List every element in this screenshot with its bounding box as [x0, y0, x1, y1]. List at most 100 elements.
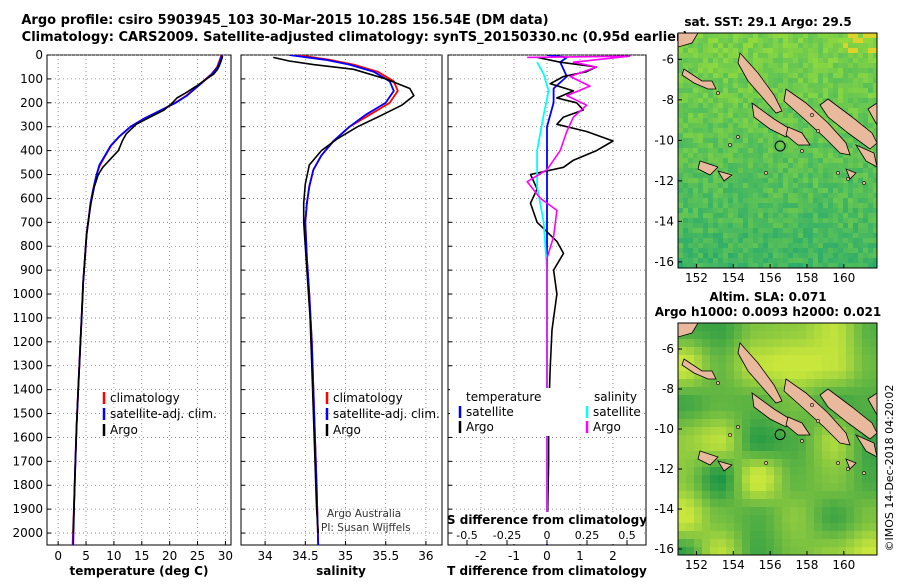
heatmap-cell [774, 347, 783, 356]
heatmap-cell [793, 183, 799, 189]
heatmap-cell [833, 233, 839, 239]
heatmap-cell [822, 547, 831, 555]
heatmap-cell [718, 143, 724, 149]
heatmap-cell [688, 68, 694, 74]
heatmap-cell [743, 98, 749, 104]
heatmap-cell [748, 168, 754, 174]
heatmap-cell [738, 133, 744, 139]
heatmap-cell [873, 263, 877, 268]
heatmap-cell [782, 483, 791, 492]
heatmap-cell [793, 153, 799, 159]
heatmap-cell [798, 371, 807, 380]
heatmap-cell [693, 143, 699, 149]
heatmap-cell [763, 208, 769, 214]
heatmap-cell [798, 223, 804, 229]
heatmap-cell [708, 173, 714, 179]
heatmap-cell [710, 355, 719, 364]
heatmap-cell [688, 153, 694, 159]
heatmap-cell [806, 547, 815, 555]
heatmap-cell [828, 78, 834, 84]
heatmap-cell [748, 103, 754, 109]
heatmap-cell [858, 213, 864, 219]
heatmap-cell [863, 233, 869, 239]
heatmap-cell [703, 118, 709, 124]
heatmap-cell [814, 395, 823, 404]
heatmap-cell [734, 363, 743, 372]
heatmap-cell [803, 63, 809, 69]
heatmap-cell [768, 213, 774, 219]
heatmap-cell [768, 113, 774, 119]
small-island [862, 471, 866, 475]
heatmap-cell [778, 133, 784, 139]
heatmap-cell [763, 173, 769, 179]
heatmap-cell [728, 148, 734, 154]
heatmap-cell [713, 233, 719, 239]
heatmap-cell [848, 238, 854, 244]
heatmap-cell [803, 223, 809, 229]
heatmap-cell [758, 198, 764, 204]
heatmap-cell [806, 475, 815, 484]
heatmap-cell [848, 68, 854, 74]
heatmap-cell [873, 258, 877, 264]
heatmap-cell [838, 238, 844, 244]
heatmap-cell [723, 168, 729, 174]
heatmap-cell [823, 173, 829, 179]
heatmap-cell [713, 138, 719, 144]
heatmap-cell [846, 475, 855, 484]
heatmap-cell [678, 118, 684, 124]
heatmap-cell [838, 158, 844, 164]
island-shape [819, 388, 877, 440]
heatmap-cell [830, 331, 839, 340]
heatmap-cell [726, 515, 735, 524]
heatmap-cell [693, 128, 699, 134]
heatmap-cell [798, 178, 804, 184]
heatmap-cell [708, 183, 714, 189]
heatmap-cell [743, 263, 749, 268]
heatmap-cell [814, 355, 823, 364]
heatmap-cell [734, 531, 743, 540]
heatmap-cell [723, 248, 729, 254]
heatmap-cell [848, 133, 854, 139]
heatmap-cell [843, 253, 849, 259]
heatmap-cell [728, 133, 734, 139]
heatmap-cell [774, 499, 783, 508]
heatmap-cell [703, 258, 709, 264]
heatmap-cell [788, 88, 794, 94]
heatmap-cell [733, 168, 739, 174]
heatmap-cell [863, 68, 869, 74]
heatmap-cell [823, 38, 829, 44]
heatmap-cell [823, 93, 829, 99]
heatmap-cell [818, 108, 824, 114]
heatmap-cell [788, 163, 794, 169]
heatmap-cell [803, 193, 809, 199]
island-shape [845, 458, 857, 470]
heatmap-cell [758, 193, 764, 199]
heatmap-cell [868, 188, 874, 194]
heatmap-cell [843, 93, 849, 99]
heatmap-cell [828, 213, 834, 219]
heatmap-cell [734, 499, 743, 508]
heatmap-cell [758, 188, 764, 194]
heatmap-cell [822, 507, 831, 516]
s-tick-label: -0.25 [493, 529, 521, 542]
heatmap-cell [854, 443, 863, 452]
heatmap-cell [858, 243, 864, 249]
heatmap-cell [768, 43, 774, 49]
heatmap-cell [734, 515, 743, 524]
heatmap-cell [858, 63, 864, 69]
heatmap-cell [743, 248, 749, 254]
small-island [810, 113, 814, 117]
heatmap-cell [748, 253, 754, 259]
heatmap-cell [763, 238, 769, 244]
heatmap-cell [813, 63, 819, 69]
heatmap-cell [713, 53, 719, 59]
heatmap-cell [838, 507, 847, 516]
heatmap-cell [838, 233, 844, 239]
heatmap-cell [863, 83, 869, 89]
heatmap-cell [708, 128, 714, 134]
heatmap-cell [813, 253, 819, 259]
heatmap-cell [853, 53, 859, 59]
heatmap-cell [748, 153, 754, 159]
heatmap-cell [798, 238, 804, 244]
heatmap-cell [710, 347, 719, 356]
